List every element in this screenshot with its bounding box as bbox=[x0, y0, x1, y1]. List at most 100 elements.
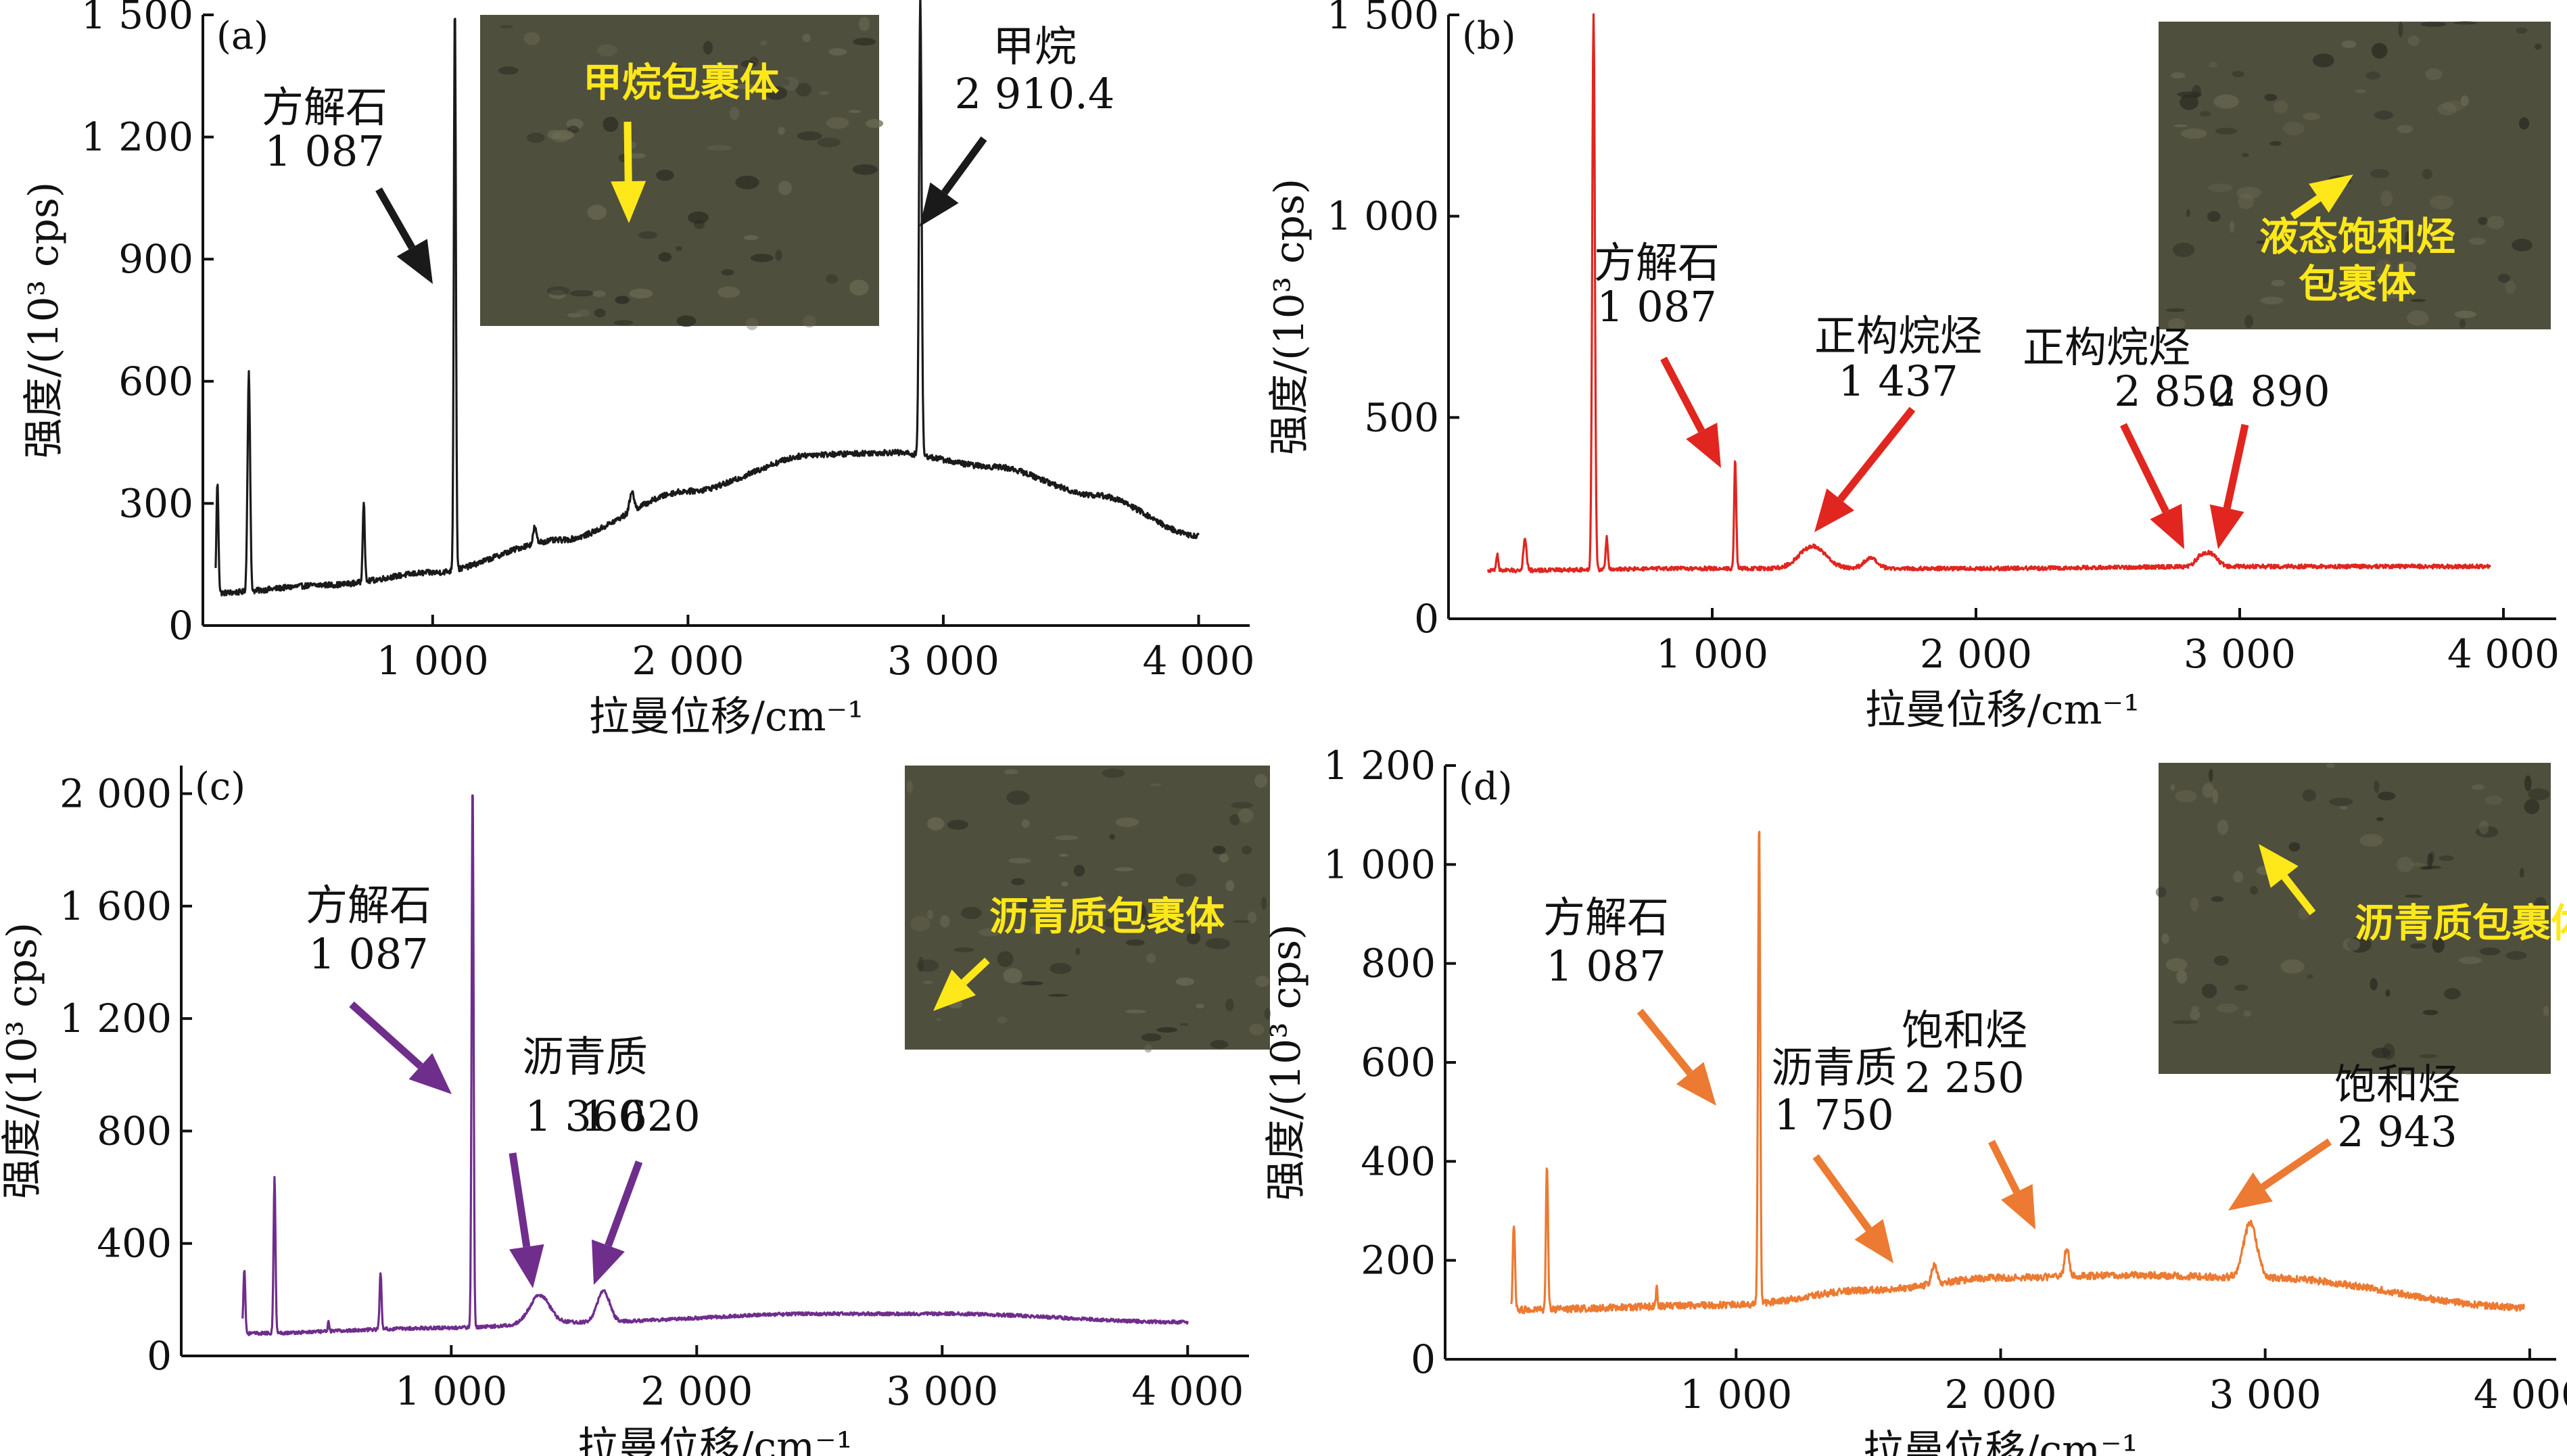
photo-speck bbox=[2497, 273, 2510, 283]
photo-speck bbox=[1144, 914, 1154, 931]
y-axis-label: 强度/(10³ cps) bbox=[1263, 924, 1310, 1200]
photo-speck bbox=[797, 131, 822, 141]
panel-label: (d) bbox=[1459, 765, 1513, 809]
photo-speck bbox=[2454, 310, 2476, 319]
photo-speck bbox=[2329, 797, 2353, 806]
y-axis-label: 强度/(10³ cps) bbox=[0, 922, 46, 1199]
photo-speck bbox=[569, 290, 594, 297]
inset-label: 沥青质包裹体 bbox=[989, 893, 1225, 939]
photo-speck bbox=[2217, 820, 2229, 835]
panel-label: (a) bbox=[216, 14, 268, 58]
peak-value: 1 437 bbox=[1838, 356, 1958, 406]
inset-label: 包裹体 bbox=[2299, 261, 2416, 307]
peak-value: 1 360 bbox=[525, 1091, 645, 1141]
y-tick-label: 800 bbox=[97, 1108, 172, 1154]
panel-label: (c) bbox=[195, 765, 245, 809]
photo-speck bbox=[2280, 959, 2305, 974]
photo-speck bbox=[817, 137, 841, 147]
peak-arrow-head bbox=[920, 182, 959, 227]
photo-speck bbox=[2459, 319, 2466, 328]
x-tick-label: 1 000 bbox=[377, 638, 489, 684]
inclusion-photo: 甲烷包裹体 bbox=[480, 15, 884, 331]
photo-speck bbox=[2186, 208, 2190, 217]
y-tick-label: 600 bbox=[118, 358, 193, 404]
photo-speck bbox=[916, 959, 939, 972]
photo-speck bbox=[2342, 938, 2361, 952]
photo-speck bbox=[629, 288, 653, 299]
x-tick-label: 1 000 bbox=[1656, 631, 1768, 677]
photo-speck bbox=[2429, 851, 2435, 862]
photo-speck bbox=[852, 164, 878, 175]
y-tick-label: 400 bbox=[97, 1221, 172, 1267]
peak-arrow-head bbox=[2150, 503, 2184, 549]
photo-speck bbox=[866, 119, 884, 128]
photo-speck bbox=[1264, 1008, 1271, 1020]
y-tick-label: 2 000 bbox=[60, 771, 172, 817]
photo-speck bbox=[2472, 784, 2484, 791]
photo-speck bbox=[2302, 789, 2316, 802]
photo-speck bbox=[1255, 975, 1269, 987]
inset-arrow-head bbox=[933, 969, 976, 1011]
peak-name: 方解石 bbox=[306, 880, 431, 930]
photo-speck bbox=[498, 66, 519, 75]
panel-c: 0 400 800 1 200 1 600 2 000 1 000 2 000 3 000 4 0… bbox=[0, 765, 1271, 1456]
photo-speck bbox=[2424, 866, 2442, 869]
photo-speck bbox=[2213, 956, 2229, 966]
photo-speck bbox=[1115, 817, 1139, 827]
peak-name: 沥青质 bbox=[522, 1032, 648, 1081]
photo-speck bbox=[2199, 111, 2211, 117]
peak-arrow-head bbox=[2228, 1172, 2273, 1211]
peak-name: 正构烷烃 bbox=[1814, 311, 1982, 360]
photo-speck bbox=[587, 204, 607, 220]
photo-speck bbox=[2468, 237, 2486, 245]
photo-speck bbox=[918, 956, 924, 972]
peak-name: 方解石 bbox=[1543, 893, 1669, 942]
photo-background bbox=[2159, 763, 2551, 1074]
photo-speck bbox=[760, 40, 768, 46]
peak-arrow-shaft bbox=[1636, 1008, 1693, 1076]
photo-speck bbox=[940, 915, 950, 928]
photo-speck bbox=[2377, 791, 2396, 801]
photo-speck bbox=[2382, 292, 2403, 299]
panel-b: 0 500 1 000 1 500 1 000 2 000 3 000 4 000 拉曼位移/c… bbox=[1266, 0, 2560, 734]
photo-speck bbox=[546, 286, 570, 296]
photo-speck bbox=[500, 25, 513, 28]
photo-speck bbox=[523, 32, 540, 45]
photo-speck bbox=[2516, 27, 2528, 34]
photo-speck bbox=[2524, 775, 2532, 792]
photo-speck bbox=[2429, 195, 2454, 210]
spectrum-line bbox=[214, 0, 1200, 596]
photo-speck bbox=[1125, 1009, 1147, 1014]
photo-speck bbox=[2403, 1068, 2413, 1075]
peak-arrow-head bbox=[1814, 488, 1854, 532]
inset-arrow-shaft bbox=[2281, 874, 2316, 916]
photo-speck bbox=[2180, 94, 2198, 110]
photo-speck bbox=[717, 286, 740, 298]
photo-speck bbox=[676, 315, 697, 327]
photo-speck bbox=[567, 312, 582, 318]
peak-value: 1 087 bbox=[264, 126, 385, 176]
peak-value: 1 087 bbox=[308, 929, 429, 979]
peak-arrow-shaft bbox=[2223, 423, 2249, 509]
photo-speck bbox=[2484, 795, 2503, 805]
y-tick-label: 1 200 bbox=[60, 995, 172, 1041]
y-tick-label: 1 600 bbox=[60, 883, 172, 929]
inset-arrow-shaft bbox=[961, 957, 990, 985]
photo-speck bbox=[576, 309, 590, 317]
photo-speck bbox=[2241, 153, 2249, 158]
photo-speck bbox=[1006, 790, 1030, 805]
photo-speck bbox=[853, 37, 876, 46]
photo-speck bbox=[906, 780, 913, 793]
photo-speck bbox=[2458, 956, 2482, 964]
photo-speck bbox=[997, 1016, 1007, 1024]
photo-speck bbox=[743, 235, 759, 241]
photo-speck bbox=[1212, 845, 1226, 854]
peak-arrow-shaft bbox=[349, 1001, 423, 1069]
photo-speck bbox=[2359, 834, 2384, 847]
y-tick-label: 0 bbox=[1414, 596, 1439, 642]
photo-speck bbox=[2370, 168, 2390, 179]
photo-speck bbox=[1261, 897, 1267, 910]
photo-speck bbox=[2505, 951, 2527, 960]
